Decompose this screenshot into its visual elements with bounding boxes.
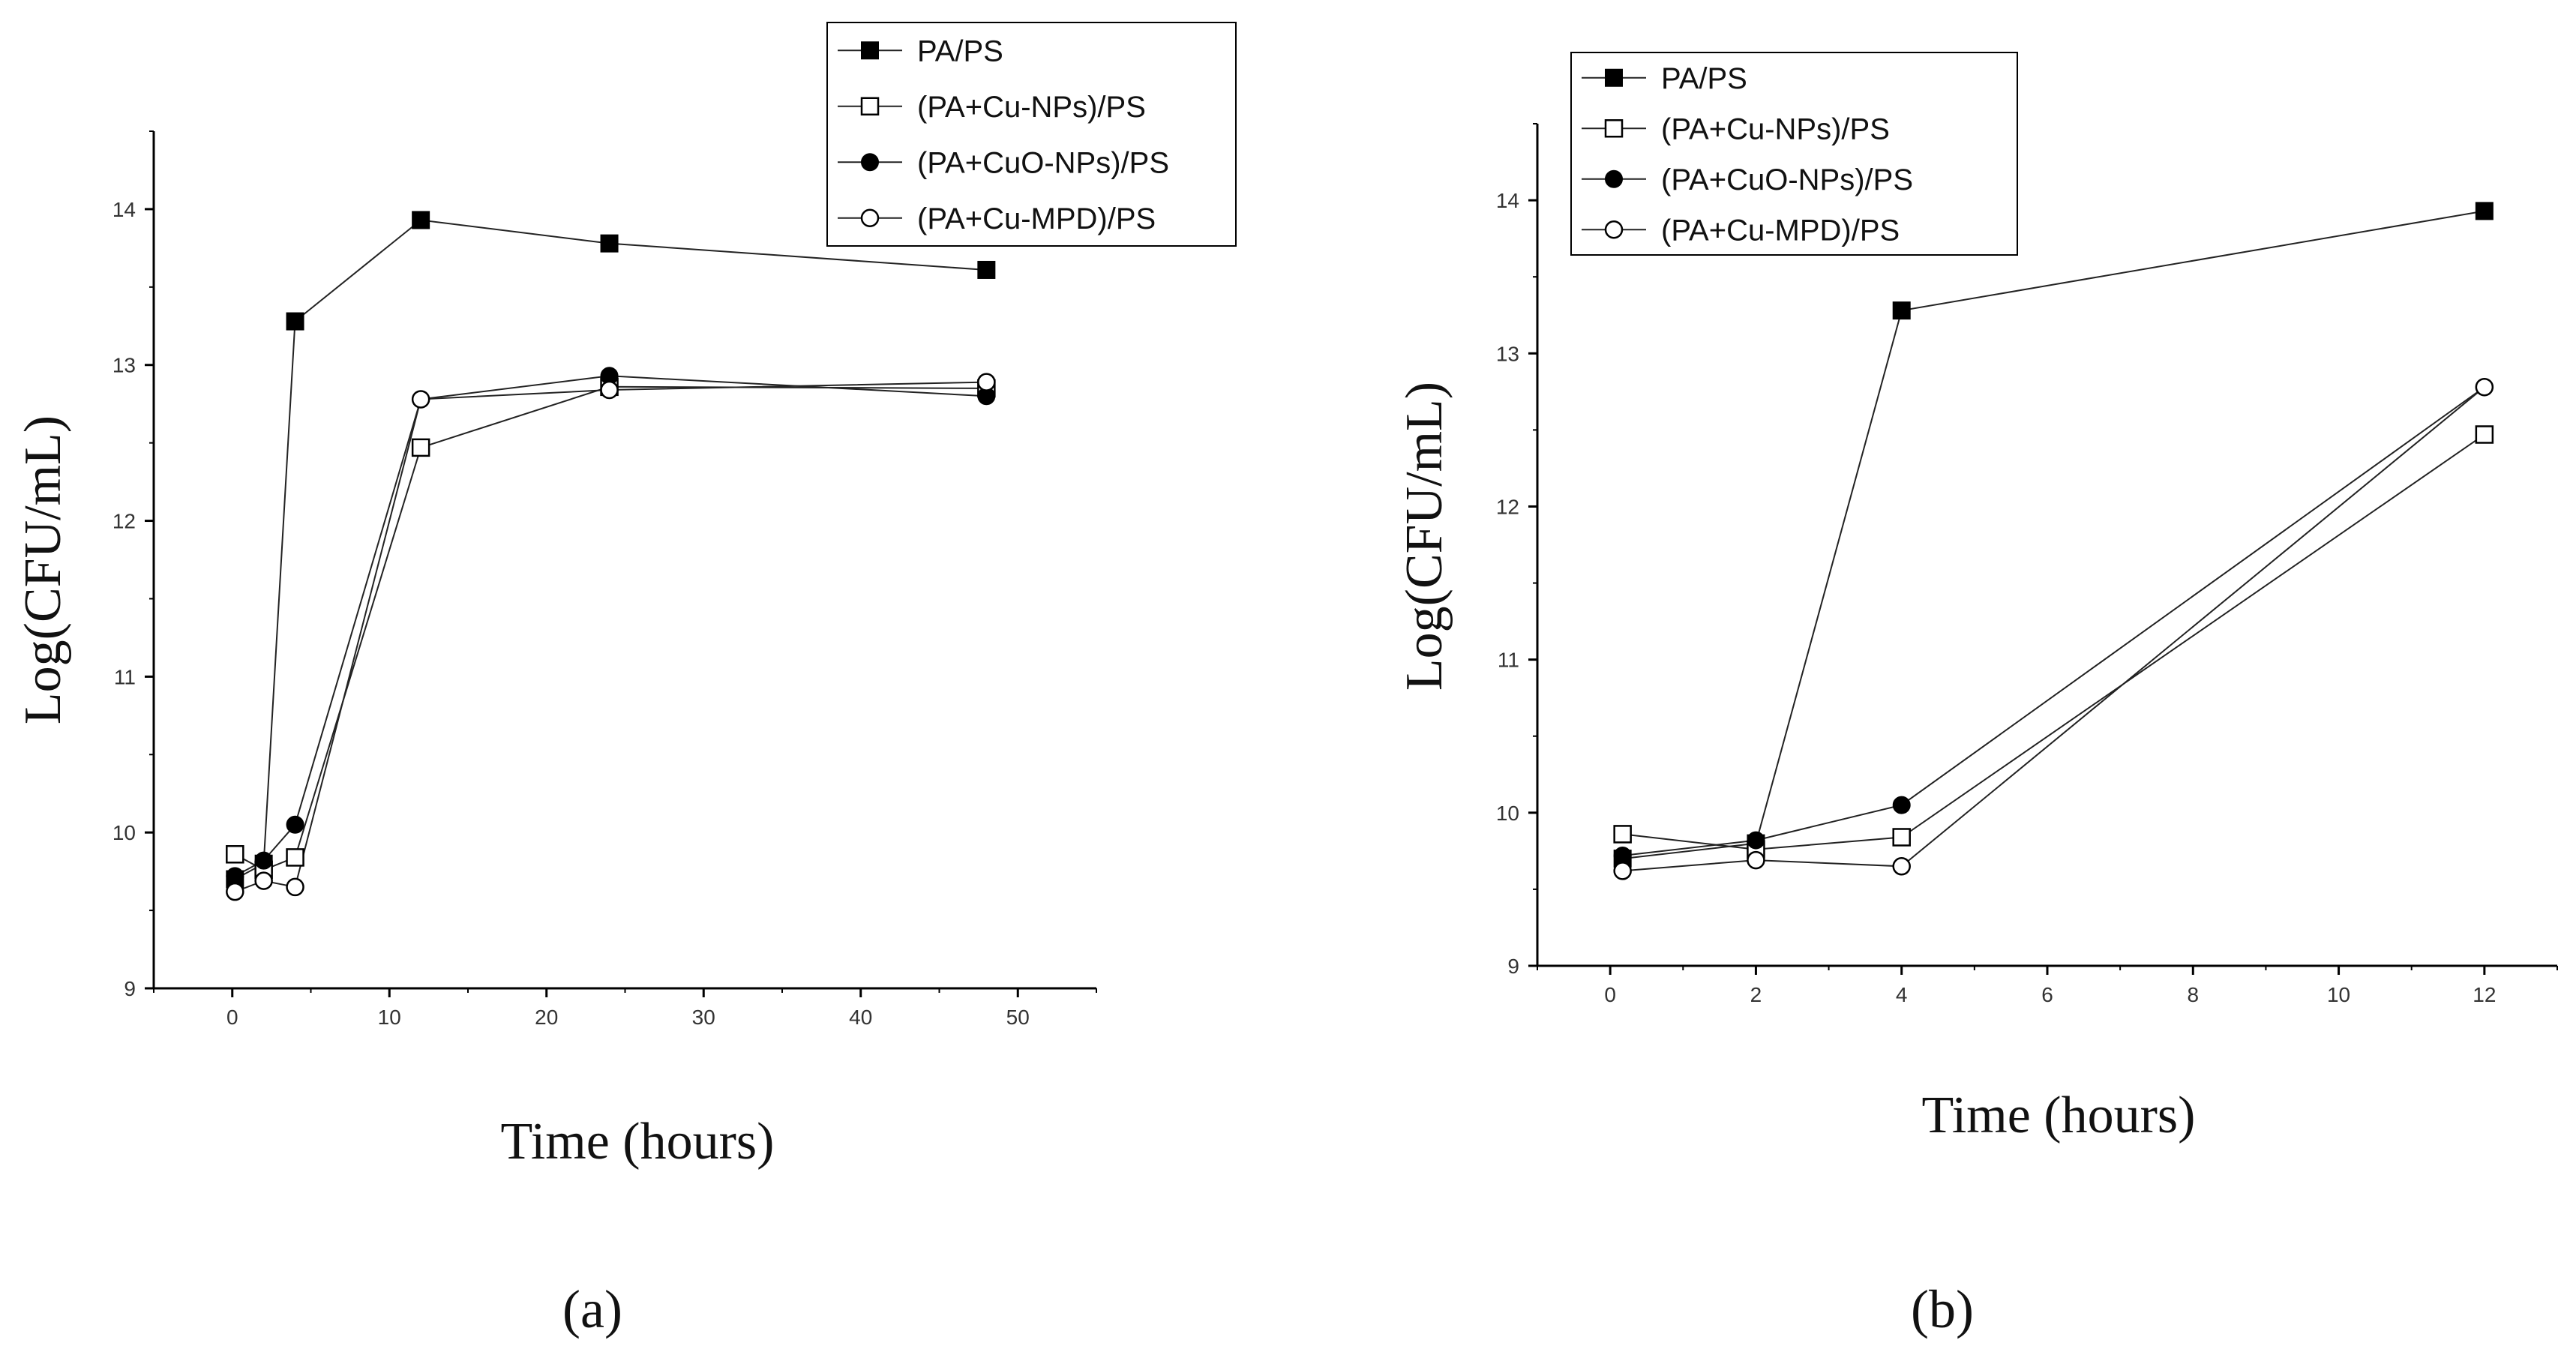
data-point-s4-1	[226, 882, 244, 901]
data-point-s3-1	[1613, 846, 1632, 865]
data-point-s4-5	[600, 380, 619, 400]
y-tick-label: 11	[114, 665, 136, 688]
series-line-3	[1622, 386, 2485, 856]
legend-label: (PA+Cu-MPD)/PS	[917, 202, 1156, 235]
data-point-s2-1	[1613, 825, 1632, 844]
x-tick-label: 6	[2041, 983, 2053, 1006]
x-tick-label: 8	[2187, 983, 2199, 1006]
legend-label: PA/PS	[917, 34, 1003, 67]
data-point-s3-3	[286, 815, 304, 834]
series-line-2	[234, 385, 987, 871]
series-line-1	[1622, 210, 2485, 860]
data-point-s2-1	[226, 845, 244, 864]
y-tick-label: 12	[1496, 495, 1519, 518]
data-point-s1-4	[2475, 202, 2494, 220]
data-point-s1-5	[600, 234, 619, 253]
series-line-1	[234, 219, 987, 880]
series-line-3	[234, 375, 987, 877]
legend-marker	[1605, 68, 1623, 87]
y-tick-label: 10	[112, 821, 136, 844]
legend-box	[826, 22, 1237, 247]
panel-label: (a)	[562, 1279, 622, 1339]
y-tick-label: 13	[1496, 342, 1519, 365]
x-tick-label: 40	[849, 1006, 872, 1029]
data-point-s1-3	[1892, 301, 1911, 320]
y-tick-label: 12	[112, 510, 136, 533]
data-point-s3-2	[254, 851, 273, 870]
data-point-s1-6	[977, 260, 996, 279]
y-tick-label: 9	[124, 977, 136, 1000]
y-axis-title: Log(CFU/mL)	[1396, 382, 1453, 691]
data-point-s2-4	[411, 438, 430, 457]
x-tick-label: 12	[2473, 983, 2496, 1006]
x-tick-label: 10	[2327, 983, 2350, 1006]
data-point-s3-1	[226, 867, 244, 886]
legend-marker	[1604, 119, 1624, 138]
data-point-s4-4	[2475, 377, 2494, 397]
legend-label: (PA+Cu-NPs)/PS	[1661, 112, 1890, 145]
legend-label: (PA+CuO-NPs)/PS	[917, 146, 1169, 179]
series-line-4	[234, 381, 987, 893]
data-point-s1-3	[286, 312, 304, 331]
legend-marker	[860, 208, 880, 227]
x-axis-title: Time (hours)	[1922, 1087, 2196, 1144]
data-point-s3-3	[1892, 796, 1911, 814]
data-point-s4-4	[411, 390, 430, 409]
y-tick-label: 13	[112, 354, 136, 377]
x-tick-label: 10	[378, 1006, 401, 1029]
chart-panel-a: 9 10 11 12 13 14 0 10 20 30 40 50 Time (hours) Log(CF…	[14, 22, 1237, 1339]
legend-label: PA/PS	[1661, 62, 1747, 95]
legend-marker	[1605, 169, 1623, 188]
legend-box	[1570, 52, 2018, 256]
chart-panel-b: 9 10 11 12 13 14 0 2 4 6 8 10 12 Time (hours) Log(CFU/…	[1396, 52, 2558, 1339]
data-point-s2-4	[2475, 425, 2494, 444]
data-point-s1-4	[412, 211, 430, 229]
data-point-s4-3	[1892, 857, 1911, 876]
x-tick-label: 0	[226, 1006, 238, 1029]
y-tick-label: 14	[1496, 189, 1519, 212]
data-point-s4-2	[254, 871, 273, 890]
legend-marker	[861, 41, 879, 60]
data-point-s3-2	[1747, 831, 1765, 850]
data-point-s4-1	[1613, 862, 1632, 880]
series-line-2	[1622, 433, 2485, 850]
data-point-s4-2	[1747, 850, 1765, 870]
x-tick-label: 30	[692, 1006, 715, 1029]
x-axis-title: Time (hours)	[501, 1113, 775, 1171]
y-tick-label: 14	[112, 198, 136, 221]
legend-label: (PA+Cu-MPD)/PS	[1661, 214, 1900, 247]
data-point-s4-3	[286, 877, 304, 897]
data-point-s4-6	[977, 373, 996, 391]
legend-marker	[1604, 220, 1624, 239]
data-point-s2-3	[286, 848, 304, 867]
x-tick-label: 4	[1896, 983, 1908, 1006]
x-tick-label: 0	[1604, 983, 1616, 1006]
y-tick-label: 9	[1507, 955, 1519, 978]
legend-marker	[861, 153, 879, 172]
y-tick-label: 11	[1498, 649, 1519, 672]
y-tick-label: 10	[1496, 802, 1519, 825]
x-tick-label: 20	[535, 1006, 558, 1029]
data-point-s2-3	[1892, 828, 1911, 847]
legend-label: (PA+Cu-NPs)/PS	[917, 91, 1146, 124]
x-tick-label: 50	[1006, 1006, 1030, 1029]
x-tick-label: 2	[1750, 983, 1762, 1006]
series-line-4	[1622, 386, 2485, 872]
y-axis-title: Log(CFU/mL)	[14, 415, 72, 724]
legend-label: (PA+CuO-NPs)/PS	[1661, 163, 1913, 196]
panel-label: (b)	[1911, 1279, 1974, 1339]
legend-marker	[860, 97, 880, 115]
